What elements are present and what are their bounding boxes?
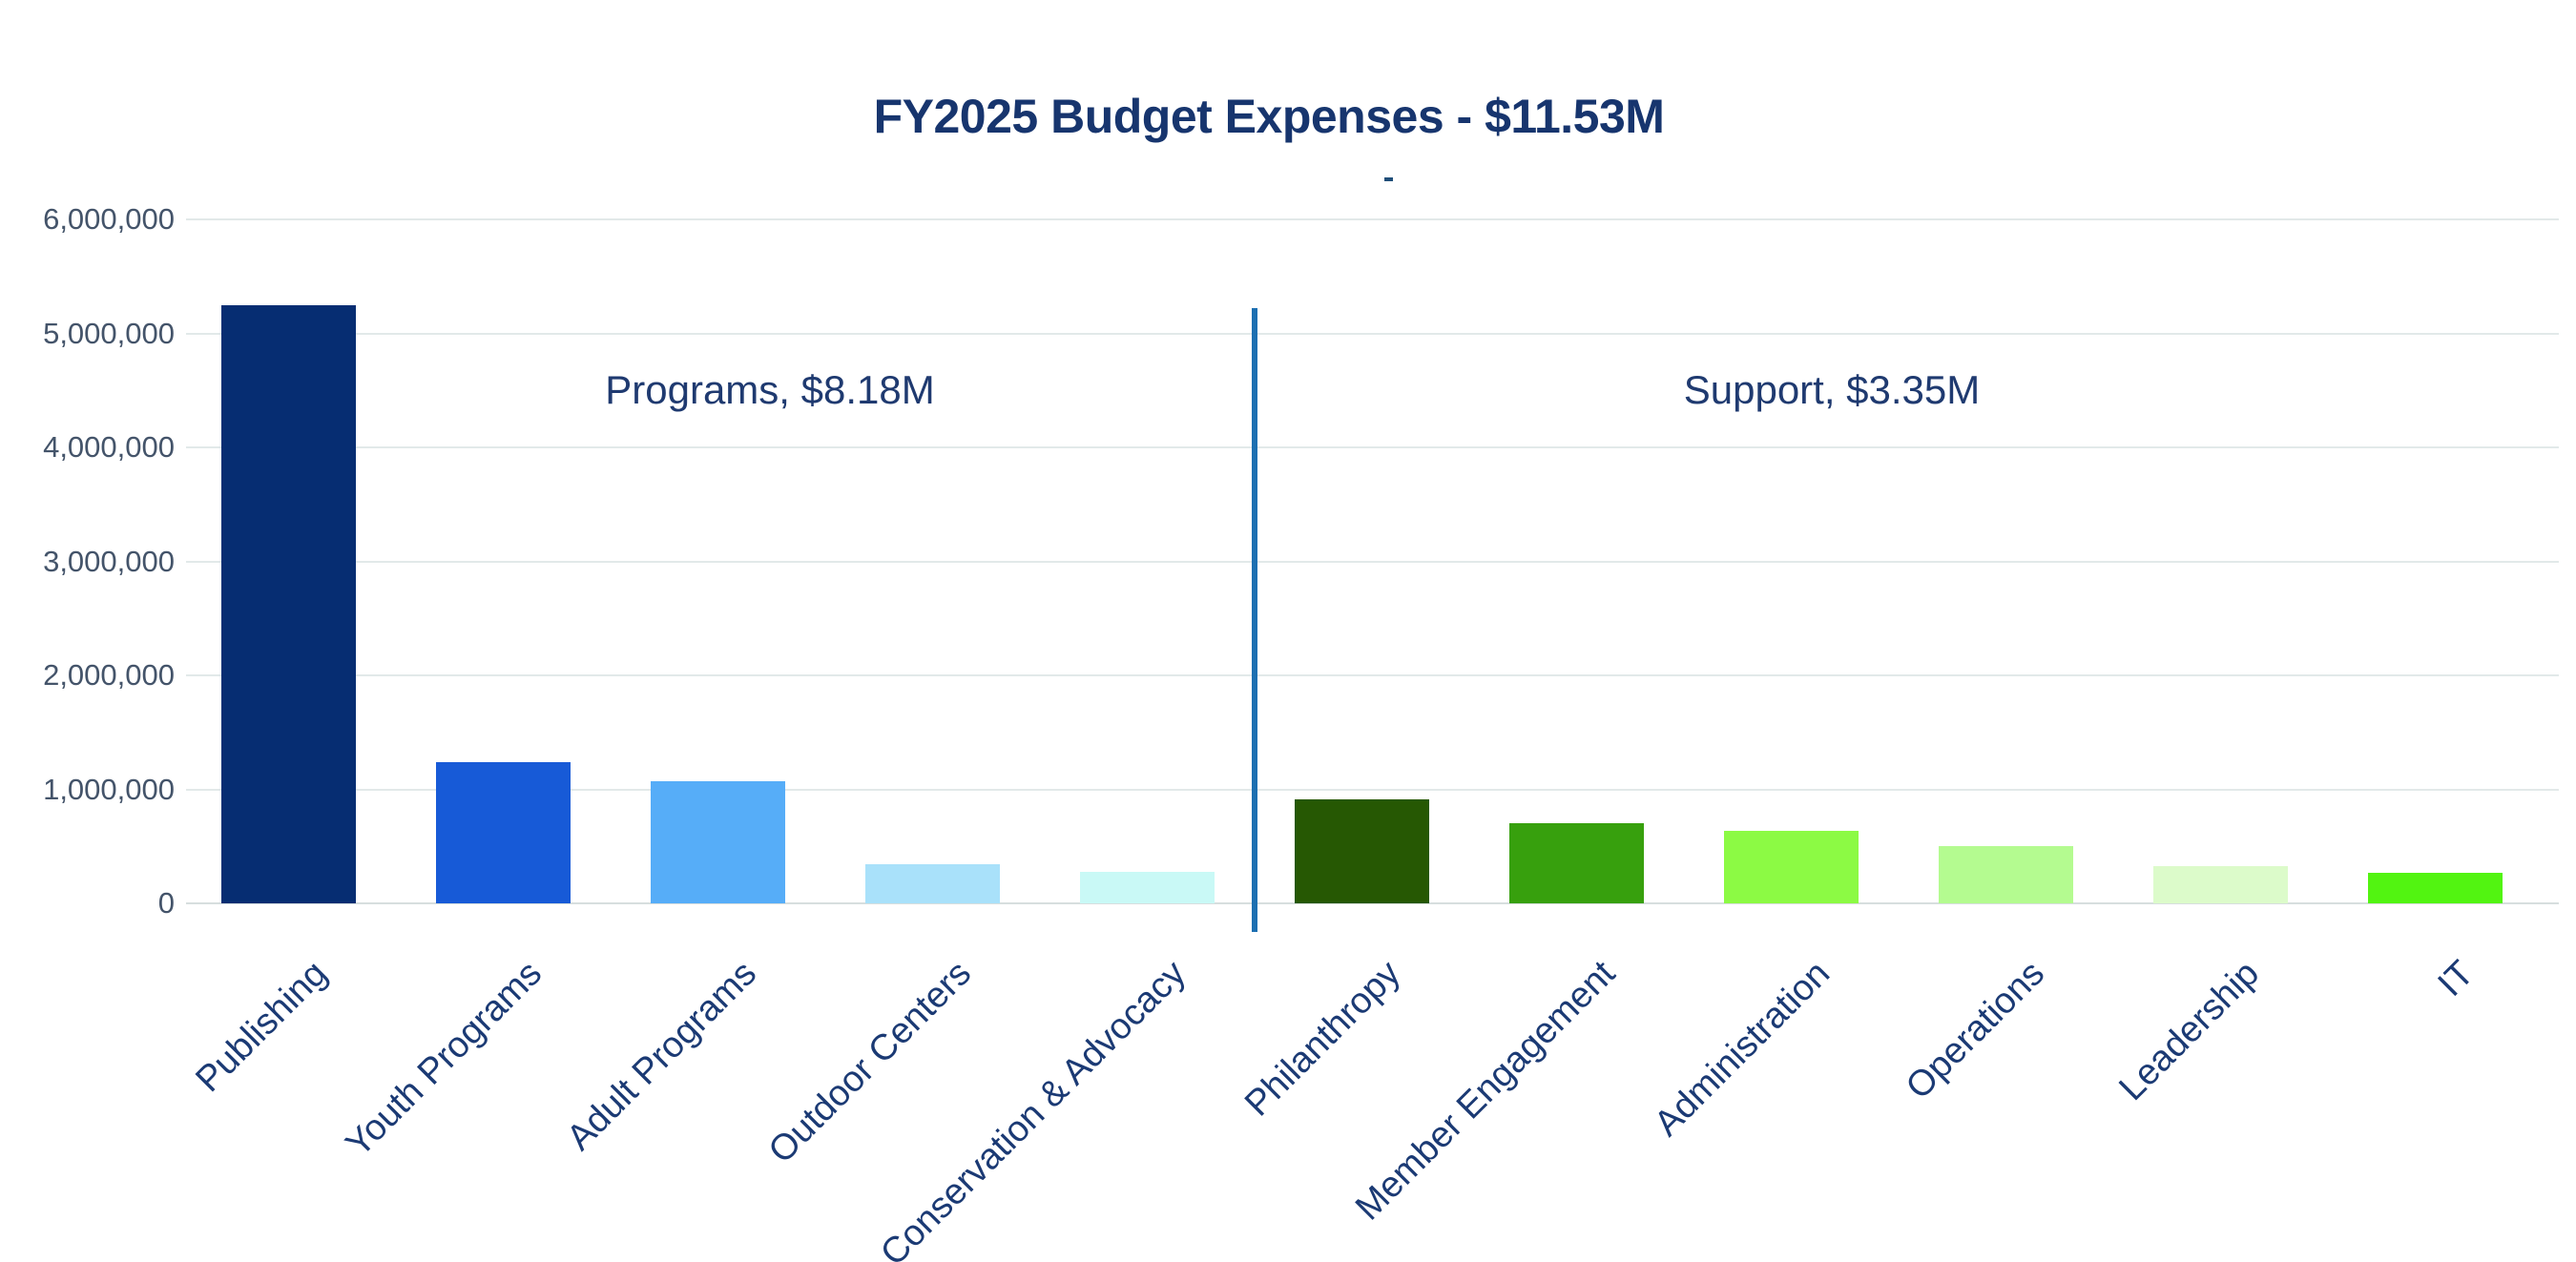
stray-mark — [1384, 177, 1393, 181]
bar-administration — [1724, 831, 1859, 903]
bar-conservation-advocacy — [1080, 872, 1215, 903]
chart-title: FY2025 Budget Expenses - $11.53M — [873, 90, 1665, 143]
bar-it — [2368, 873, 2503, 903]
y-axis-tick-label-4-000-000: 4,000,000 — [43, 430, 175, 464]
x-axis-line — [186, 902, 2559, 904]
bar-adult-programs — [651, 781, 785, 903]
bar-leadership — [2153, 866, 2288, 903]
bar-operations — [1939, 846, 2073, 903]
group-divider-line — [1252, 308, 1257, 932]
bar-member-engagement — [1509, 823, 1644, 903]
gridline-1000000 — [186, 789, 2559, 791]
y-axis-tick-label-0: 0 — [157, 886, 175, 920]
y-axis-tick-label-6-000-000: 6,000,000 — [43, 202, 175, 236]
gridline-5000000 — [186, 333, 2559, 335]
bar-outdoor-centers — [865, 864, 1000, 903]
gridline-6000000 — [186, 218, 2559, 220]
gridline-3000000 — [186, 561, 2559, 563]
group-annotation-programs: Programs, $8.18M — [605, 367, 935, 412]
y-axis-tick-label-1-000-000: 1,000,000 — [43, 773, 175, 806]
y-axis-tick-label-5-000-000: 5,000,000 — [43, 317, 175, 350]
bar-publishing — [221, 305, 356, 903]
gridline-2000000 — [186, 674, 2559, 676]
bar-youth-programs — [436, 762, 571, 903]
y-axis-tick-label-2-000-000: 2,000,000 — [43, 658, 175, 692]
y-axis-tick-label-3-000-000: 3,000,000 — [43, 545, 175, 578]
bar-philanthropy — [1295, 799, 1429, 903]
group-annotation-support: Support, $3.35M — [1683, 367, 1981, 412]
gridline-4000000 — [186, 446, 2559, 448]
